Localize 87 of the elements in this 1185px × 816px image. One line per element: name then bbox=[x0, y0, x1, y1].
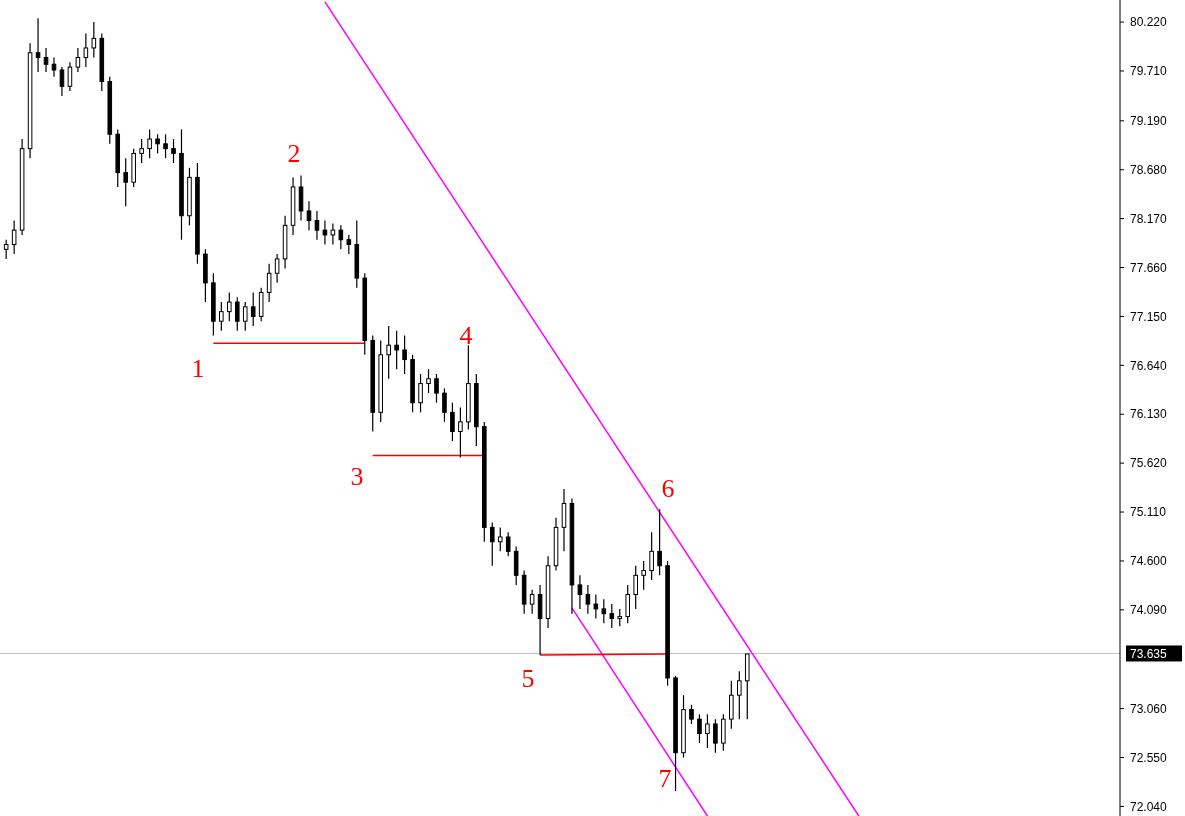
candlestick bbox=[649, 531, 654, 581]
candlestick bbox=[242, 301, 248, 332]
y-tick-label: 77.660 bbox=[1130, 260, 1168, 275]
annotation: 5 bbox=[521, 664, 535, 694]
candlestick bbox=[657, 508, 662, 576]
candlestick bbox=[322, 219, 328, 246]
candlestick bbox=[266, 263, 272, 303]
y-tick-label: 75.110 bbox=[1130, 505, 1167, 520]
annotation: 7 bbox=[658, 764, 672, 794]
candlestick bbox=[497, 526, 503, 552]
y-tick-label: 76.640 bbox=[1130, 358, 1168, 373]
ref-line-label: 73.635 bbox=[1130, 646, 1168, 661]
candlestick bbox=[458, 406, 463, 458]
candlestick bbox=[625, 584, 631, 624]
candlestick bbox=[298, 174, 304, 222]
candlestick bbox=[338, 224, 344, 250]
y-tick-label: 80.220 bbox=[1130, 15, 1168, 30]
candlestick bbox=[139, 138, 144, 164]
candlestick bbox=[593, 593, 599, 620]
candlestick bbox=[585, 584, 591, 615]
candlestick bbox=[43, 47, 49, 73]
candlestick bbox=[258, 287, 264, 322]
candlestick bbox=[697, 713, 702, 744]
candlestick bbox=[442, 387, 447, 423]
candlestick bbox=[513, 545, 519, 586]
candlestick bbox=[250, 291, 256, 327]
candlestick bbox=[426, 368, 431, 394]
candlestick bbox=[83, 32, 89, 68]
y-tick-label: 75.620 bbox=[1130, 456, 1168, 471]
candlestick bbox=[577, 574, 583, 610]
candlestick bbox=[505, 531, 511, 557]
y-tick-label: 74.600 bbox=[1130, 554, 1168, 569]
y-tick-label: 72.040 bbox=[1130, 799, 1168, 814]
annotation: 6 bbox=[661, 474, 675, 504]
candlestick bbox=[274, 253, 280, 284]
y-tick-label: 72.550 bbox=[1130, 750, 1168, 765]
candlestick bbox=[123, 157, 128, 207]
candlestick bbox=[721, 713, 726, 752]
candlestick bbox=[489, 521, 495, 567]
candlestick bbox=[227, 291, 232, 322]
annotation: 4 bbox=[459, 321, 473, 351]
candlestick bbox=[346, 234, 352, 255]
y-tick-label: 79.190 bbox=[1130, 114, 1168, 129]
candlestick bbox=[314, 210, 320, 241]
candlestick bbox=[386, 325, 391, 380]
candlestick bbox=[641, 560, 646, 591]
candlestick bbox=[434, 373, 439, 404]
y-tick-label: 77.150 bbox=[1130, 309, 1168, 324]
annotation: 3 bbox=[350, 462, 364, 492]
candlestick bbox=[402, 335, 407, 375]
candlestick bbox=[163, 133, 168, 159]
y-tick-label: 74.090 bbox=[1130, 603, 1168, 618]
candlestick bbox=[91, 21, 97, 59]
candlestick bbox=[35, 17, 41, 73]
candlestick bbox=[450, 402, 455, 442]
candlestick bbox=[633, 565, 638, 610]
candlestick bbox=[705, 713, 710, 749]
candlestick bbox=[3, 239, 9, 260]
y-tick-label: 73.060 bbox=[1130, 701, 1168, 716]
candlestick bbox=[394, 330, 399, 370]
annotation: 2 bbox=[287, 139, 301, 169]
candlestick bbox=[51, 56, 57, 78]
candlestick bbox=[147, 128, 152, 159]
candlestick bbox=[330, 222, 336, 246]
candlestick bbox=[609, 603, 615, 629]
candlestick bbox=[171, 138, 176, 164]
candlestick bbox=[75, 47, 81, 73]
annotation: 1 bbox=[191, 354, 205, 384]
candlestick bbox=[737, 670, 742, 720]
candlestick bbox=[155, 133, 160, 155]
candlestick bbox=[306, 200, 312, 231]
candlestick bbox=[729, 680, 734, 730]
candlestick bbox=[234, 296, 240, 332]
y-tick-label: 78.170 bbox=[1130, 211, 1168, 226]
y-tick-label: 76.130 bbox=[1130, 407, 1168, 422]
candlestick bbox=[537, 584, 543, 656]
candlestick bbox=[219, 301, 224, 332]
candlestick bbox=[11, 219, 17, 255]
candlestick bbox=[67, 61, 73, 92]
candlestick bbox=[689, 704, 694, 725]
y-tick-label: 79.710 bbox=[1130, 64, 1168, 79]
y-tick-label: 78.680 bbox=[1130, 162, 1168, 177]
candlestick bbox=[418, 373, 423, 413]
candlestick bbox=[59, 66, 65, 97]
candlestick bbox=[713, 718, 718, 754]
candlestick bbox=[601, 598, 607, 624]
candlestick bbox=[529, 589, 535, 615]
